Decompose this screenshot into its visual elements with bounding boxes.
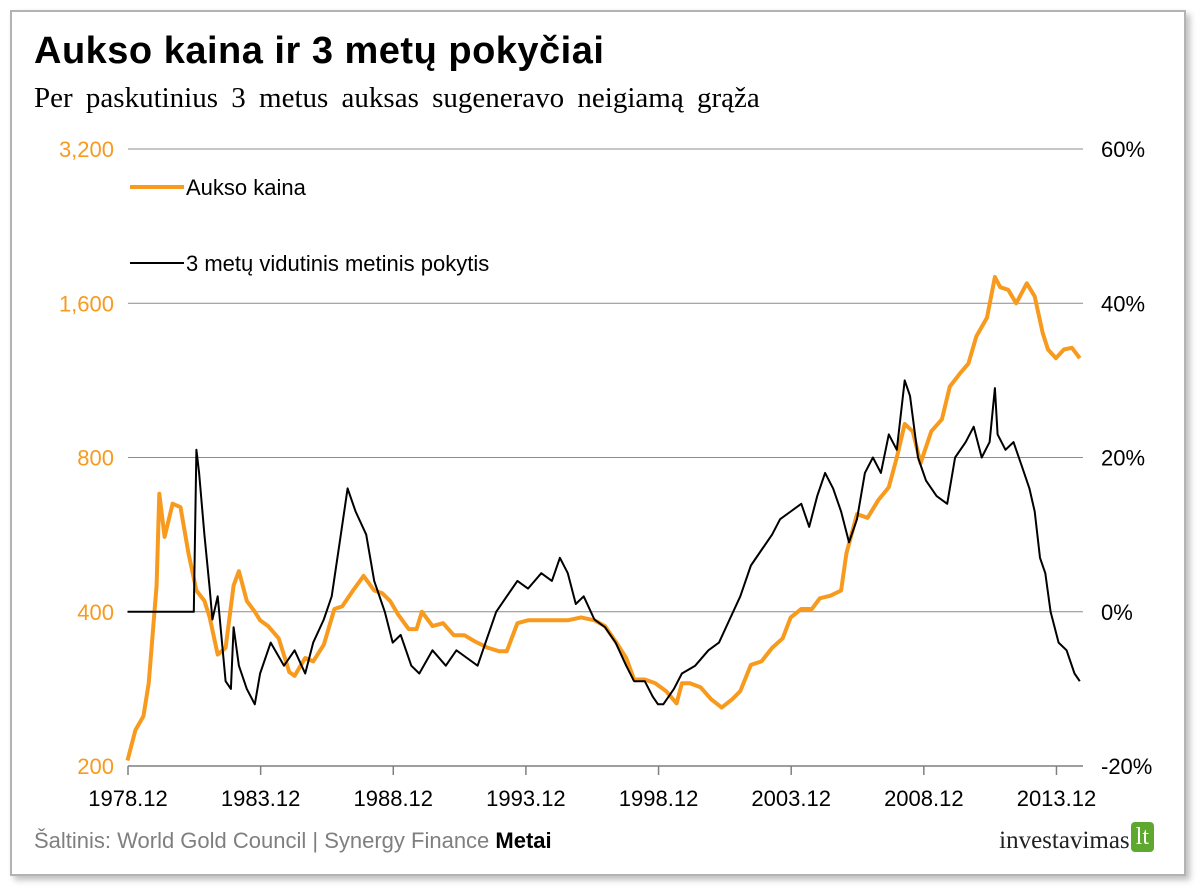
- y-left-tick-label: 200: [77, 754, 114, 779]
- x-tick-label: 2003.12: [751, 786, 831, 811]
- y-left-tick-label: 3,200: [59, 137, 114, 162]
- legend-label-gold: Aukso kaina: [186, 175, 307, 200]
- source-note: Šaltinis: World Gold Council | Synergy F…: [34, 828, 552, 854]
- y-left-tick-label: 1,600: [59, 291, 114, 316]
- y-right-tick-label: 20%: [1101, 446, 1145, 471]
- y-left-tick-label: 400: [77, 600, 114, 625]
- y-right-tick-label: -20%: [1101, 754, 1152, 779]
- source-text: Šaltinis: World Gold Council | Synergy F…: [34, 828, 490, 853]
- brand-tag: lt: [1130, 822, 1154, 852]
- x-tick-label: 1998.12: [619, 786, 699, 811]
- y-right-tick-label: 60%: [1101, 137, 1145, 162]
- y-left-tick-label: 800: [77, 446, 114, 471]
- y-right-tick-label: 40%: [1101, 291, 1145, 316]
- x-tick-label: 2008.12: [884, 786, 964, 811]
- gold-price-line: [125, 275, 1082, 762]
- brand-name: investavimas: [999, 827, 1130, 854]
- legend: Aukso kaina 3 metų vidutinis metinis poky…: [130, 175, 489, 276]
- chart-subtitle: Per paskutinius 3 metus auksas sugenerav…: [34, 82, 760, 114]
- series-gold-price: [125, 275, 1082, 762]
- y-right-tick-label: 0%: [1101, 600, 1133, 625]
- axes: 200 400 800 1,600 3,200 -20% 0% 20% 40% 60% 1978.1…: [59, 137, 1152, 811]
- x-tick-label: 1983.12: [221, 786, 301, 811]
- series-3y-change: [127, 379, 1081, 706]
- chart-title: Aukso kaina ir 3 metų pokyčiai: [34, 30, 605, 72]
- legend-label-change: 3 metų vidutinis metinis pokytis: [186, 251, 489, 276]
- brand-logo: investavimas lt: [999, 822, 1154, 856]
- x-tick-label: 1978.12: [88, 786, 168, 811]
- grid-lines: [128, 148, 1083, 613]
- x-tick-label: 1993.12: [486, 786, 566, 811]
- x-tick-label: 1988.12: [354, 786, 434, 811]
- source-bold: Metai: [495, 828, 552, 853]
- x-tick-label: 2013.12: [1017, 786, 1097, 811]
- change-line: [127, 379, 1081, 706]
